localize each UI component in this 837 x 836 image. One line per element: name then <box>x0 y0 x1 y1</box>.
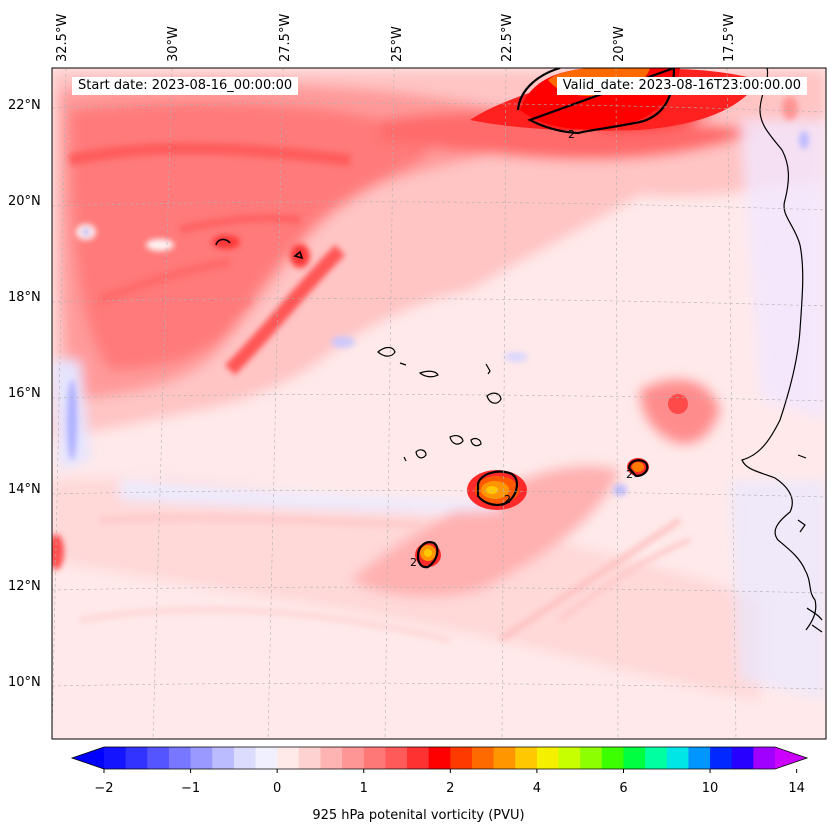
colorbar-segment <box>190 747 213 769</box>
colorbar-segment <box>255 747 278 769</box>
colorbar-segment <box>320 747 343 769</box>
colorbar-segment <box>623 747 646 769</box>
colorbar-segment <box>753 747 776 769</box>
colorbar-segment <box>710 747 733 769</box>
colorbar-tick-label: −1 <box>180 781 201 796</box>
colorbar-label: 925 hPa potenital vorticity (PVU) <box>312 808 525 823</box>
colorbar-segment <box>471 747 495 769</box>
colorbar-segment <box>536 747 560 769</box>
colorbar-tick-label: 10 <box>701 781 719 796</box>
latitude-label: 12°N <box>8 579 41 594</box>
contour-label: 2 <box>410 556 417 569</box>
contour-label: 2 <box>568 128 575 141</box>
colorbar-segment <box>342 747 365 769</box>
colorbar-under-arrow <box>72 747 104 769</box>
latitude-label: 16°N <box>8 386 41 401</box>
latitude-label: 18°N <box>8 290 41 305</box>
colorbar-segment <box>515 747 538 769</box>
colorbar-tick-label: 1 <box>359 781 368 796</box>
pv-2-contours <box>215 68 676 569</box>
colorbar-tick-label: 2 <box>446 781 455 796</box>
pv-field-streaks <box>52 96 809 643</box>
colorbar-ticks <box>103 769 798 773</box>
colorbar-segment <box>298 747 322 769</box>
latitude-label: 14°N <box>8 482 41 497</box>
graticule <box>52 68 826 739</box>
colorbar-segment <box>493 747 516 769</box>
colorbar-over-arrow <box>775 747 807 769</box>
coastline <box>377 68 823 633</box>
pv-field-broad <box>52 70 826 700</box>
contour-label: 2 <box>626 468 633 481</box>
latitude-label: 10°N <box>8 675 41 690</box>
colorbar-segment <box>601 747 625 769</box>
latitude-label: 20°N <box>8 194 41 209</box>
start-date-label: Start date: 2023-08-16_00:00:00 <box>72 77 299 95</box>
colorbar-segment <box>277 747 300 769</box>
colorbar-tick-label: 4 <box>532 781 542 796</box>
colorbar <box>70 746 809 770</box>
colorbar-segment <box>147 747 170 769</box>
colorbar-tick-label: 14 <box>788 781 805 796</box>
colorbar-segment <box>645 747 668 769</box>
colorbar-segment <box>168 747 192 769</box>
colorbar-segment <box>385 747 408 769</box>
colorbar-segment <box>407 747 430 769</box>
colorbar-tick-label: 6 <box>619 781 628 796</box>
map-frame <box>51 67 827 740</box>
colorbar-segment <box>125 747 148 769</box>
valid-date-label: Valid_date: 2023-08-16T23:00:00.00 <box>556 77 807 95</box>
colorbar-segment <box>104 747 127 769</box>
contour-labels: 2 2 2 2 <box>410 128 633 569</box>
colorbar-segment <box>363 747 386 769</box>
colorbar-segment <box>450 747 473 769</box>
colorbar-segment <box>731 747 754 769</box>
colorbar-segment <box>233 747 257 769</box>
colorbar-segment <box>688 747 711 769</box>
colorbar-segment <box>580 747 603 769</box>
colorbar-segment <box>558 747 581 769</box>
colorbar-segment <box>428 747 451 769</box>
colorbar-segment <box>666 747 690 769</box>
colorbar-tick-label: 0 <box>273 781 282 796</box>
colorbar-tick-label: −2 <box>94 781 114 796</box>
colorbar-segment <box>212 747 235 769</box>
latitude-label: 22°N <box>8 98 41 113</box>
contour-label: 2 <box>504 493 511 506</box>
